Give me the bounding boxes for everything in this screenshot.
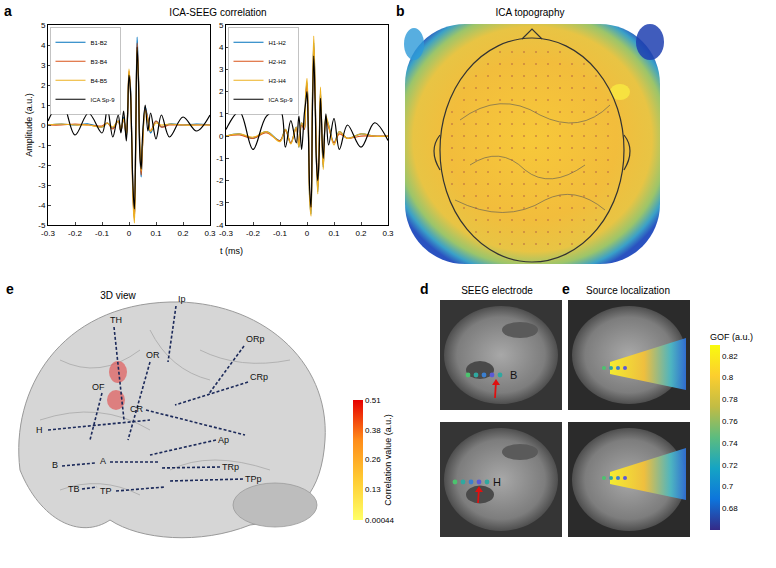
svg-text:Ip: Ip (178, 294, 186, 304)
svg-text:B3-B4: B3-B4 (91, 59, 108, 65)
svg-text:Ap: Ap (218, 435, 229, 445)
svg-text:H3-H4: H3-H4 (269, 78, 287, 84)
svg-text:H: H (36, 425, 43, 435)
svg-text:e: e (6, 281, 14, 297)
svg-text:TRp: TRp (222, 462, 239, 472)
svg-text:-4: -4 (216, 221, 224, 230)
svg-text:B1-B2: B1-B2 (91, 40, 108, 46)
svg-text:t (ms): t (ms) (220, 246, 243, 256)
svg-text:H1-H2: H1-H2 (269, 40, 287, 46)
svg-text:-0.1: -0.1 (273, 229, 287, 238)
svg-text:-2: -2 (216, 176, 224, 185)
svg-text:TH: TH (110, 315, 122, 325)
svg-text:1: 1 (41, 101, 46, 110)
svg-text:B: B (52, 460, 58, 470)
svg-text:3D view: 3D view (100, 290, 136, 301)
svg-text:0.2: 0.2 (177, 229, 189, 238)
svg-text:4: 4 (41, 41, 46, 50)
svg-text:0.13: 0.13 (365, 485, 381, 494)
svg-text:ICA Sp-9: ICA Sp-9 (269, 97, 294, 103)
svg-text:ICA Sp-9: ICA Sp-9 (91, 97, 116, 103)
svg-text:ICA-SEEG correlation: ICA-SEEG correlation (169, 7, 266, 18)
svg-text:CR: CR (130, 404, 143, 414)
svg-text:0.2: 0.2 (355, 229, 367, 238)
svg-text:B: B (510, 369, 517, 381)
svg-text:0.00044: 0.00044 (365, 516, 394, 525)
svg-text:0: 0 (127, 229, 132, 238)
svg-text:H: H (493, 476, 501, 488)
svg-text:ICA topography: ICA topography (496, 7, 565, 18)
svg-text:0.82: 0.82 (722, 352, 738, 361)
svg-text:0.68: 0.68 (722, 504, 738, 513)
svg-text:CRp: CRp (250, 372, 268, 382)
svg-text:0.78: 0.78 (722, 395, 738, 404)
svg-text:a: a (4, 3, 12, 19)
svg-text:d: d (420, 281, 429, 297)
svg-text:Amplitude (a.u.): Amplitude (a.u.) (24, 93, 34, 157)
svg-text:0: 0 (305, 229, 310, 238)
svg-text:3: 3 (219, 65, 224, 74)
svg-text:e: e (562, 281, 570, 297)
svg-text:0.3: 0.3 (204, 229, 216, 238)
svg-text:0.1: 0.1 (150, 229, 162, 238)
svg-text:ORp: ORp (246, 334, 265, 344)
svg-text:0.7: 0.7 (722, 482, 734, 491)
svg-text:B4-B5: B4-B5 (91, 78, 108, 84)
svg-text:5: 5 (41, 21, 46, 30)
svg-text:-5: -5 (38, 221, 46, 230)
svg-text:-0.2: -0.2 (68, 229, 82, 238)
svg-text:GOF (a.u.): GOF (a.u.) (710, 332, 753, 342)
svg-text:0.8: 0.8 (722, 373, 734, 382)
svg-text:-2: -2 (38, 161, 46, 170)
svg-text:Source localization: Source localization (586, 285, 670, 296)
svg-text:4: 4 (219, 43, 224, 52)
svg-text:OR: OR (146, 350, 160, 360)
svg-text:0.1: 0.1 (328, 229, 340, 238)
svg-text:TPp: TPp (245, 474, 262, 484)
svg-text:-0.3: -0.3 (41, 229, 55, 238)
svg-text:0.72: 0.72 (722, 461, 738, 470)
svg-text:0.74: 0.74 (722, 439, 738, 448)
svg-text:0.26: 0.26 (365, 455, 381, 464)
svg-text:0.3: 0.3 (382, 229, 394, 238)
svg-text:0.38: 0.38 (365, 426, 381, 435)
svg-text:1: 1 (219, 110, 224, 119)
svg-text:-3: -3 (216, 199, 224, 208)
svg-text:0: 0 (219, 132, 224, 141)
svg-text:-4: -4 (38, 201, 46, 210)
svg-text:H2-H3: H2-H3 (269, 59, 287, 65)
svg-text:A: A (100, 456, 106, 466)
svg-text:2: 2 (41, 81, 46, 90)
svg-text:TB: TB (68, 484, 80, 494)
svg-text:0: 0 (41, 121, 46, 130)
svg-text:0.76: 0.76 (722, 417, 738, 426)
svg-text:0.51: 0.51 (365, 396, 381, 405)
svg-text:SEEG electrode: SEEG electrode (461, 285, 533, 296)
svg-text:-0.3: -0.3 (219, 229, 233, 238)
svg-text:5: 5 (219, 21, 224, 30)
svg-text:-0.2: -0.2 (246, 229, 260, 238)
svg-text:OF: OF (92, 382, 105, 392)
svg-text:-1: -1 (216, 154, 224, 163)
svg-text:-1: -1 (38, 141, 46, 150)
svg-text:-0.1: -0.1 (95, 229, 109, 238)
svg-text:b: b (396, 3, 405, 19)
svg-text:Correlation value (a.u.): Correlation value (a.u.) (383, 414, 393, 506)
svg-text:2: 2 (219, 87, 224, 96)
svg-text:TP: TP (100, 486, 112, 496)
svg-text:-3: -3 (38, 181, 46, 190)
svg-text:3: 3 (41, 61, 46, 70)
